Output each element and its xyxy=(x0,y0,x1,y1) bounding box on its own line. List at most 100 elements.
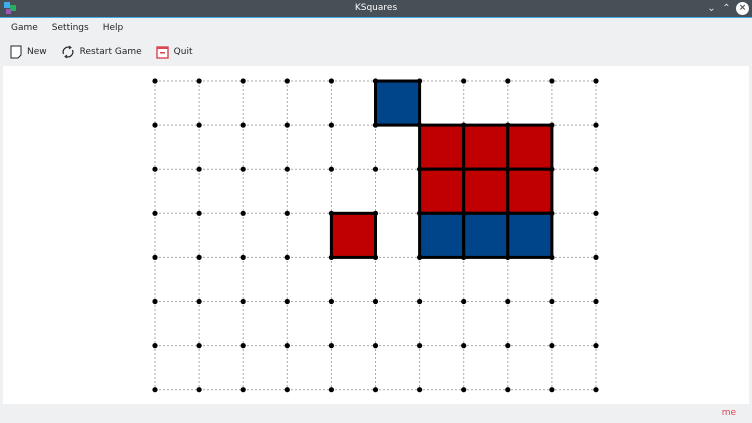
box-blue xyxy=(374,79,422,127)
restart-label: Restart Game xyxy=(79,47,142,57)
dot xyxy=(549,387,555,393)
dot xyxy=(284,78,290,84)
dot xyxy=(593,254,599,260)
dot xyxy=(593,122,599,128)
menu-game[interactable]: Game xyxy=(11,23,38,33)
dot xyxy=(372,122,379,128)
dot xyxy=(549,298,555,305)
quit-button[interactable]: Quit xyxy=(155,45,193,59)
new-button[interactable]: New xyxy=(10,45,47,59)
dot xyxy=(505,122,511,128)
dot xyxy=(549,343,555,349)
dot xyxy=(328,210,334,216)
box-red xyxy=(462,123,510,171)
dot xyxy=(461,298,467,305)
dot xyxy=(417,210,423,216)
dot xyxy=(372,298,379,305)
title-bar: KSquares ⌄ ⌃ × xyxy=(0,0,752,18)
refresh-icon xyxy=(62,45,74,59)
dot xyxy=(196,122,202,128)
dot xyxy=(505,254,511,260)
menu-bar: Game Settings Help xyxy=(0,19,130,39)
dot xyxy=(461,387,467,393)
maximize-button[interactable]: ⌃ xyxy=(722,3,731,14)
dot xyxy=(593,343,599,349)
dot xyxy=(196,210,202,216)
box-red xyxy=(462,167,510,215)
dot xyxy=(240,122,246,128)
box-blue xyxy=(462,211,510,259)
dot xyxy=(549,78,555,84)
dot xyxy=(328,343,334,349)
box-blue xyxy=(506,211,554,259)
dot xyxy=(417,387,423,393)
box-blue xyxy=(418,211,466,259)
dot xyxy=(240,166,246,172)
dot xyxy=(505,166,511,172)
dot xyxy=(152,298,158,305)
dot xyxy=(284,166,290,172)
dot xyxy=(505,387,511,393)
dot xyxy=(284,254,290,260)
dot xyxy=(417,78,423,84)
dot xyxy=(461,210,467,216)
dot xyxy=(152,166,158,172)
dot xyxy=(328,254,334,260)
current-player: me xyxy=(721,408,736,418)
dot xyxy=(372,78,379,84)
dot xyxy=(152,387,158,393)
dot xyxy=(240,210,246,216)
dot xyxy=(593,298,599,305)
dot xyxy=(196,387,202,393)
dot xyxy=(461,122,467,128)
toolbar: New Restart Game Quit xyxy=(0,40,192,64)
game-board[interactable] xyxy=(3,66,749,404)
dot xyxy=(372,166,379,172)
dot xyxy=(152,343,158,349)
dot xyxy=(417,343,423,349)
dot xyxy=(505,210,511,216)
box-red xyxy=(418,123,466,171)
box-red xyxy=(506,167,554,215)
dot xyxy=(240,387,246,393)
quit-icon xyxy=(155,45,169,59)
minimize-button[interactable]: ⌄ xyxy=(707,3,716,14)
dot xyxy=(196,78,202,84)
dot xyxy=(240,298,246,305)
new-label: New xyxy=(27,47,47,57)
dot xyxy=(593,166,599,172)
dot xyxy=(505,78,511,84)
dot xyxy=(240,254,246,260)
dot xyxy=(461,78,467,84)
dot xyxy=(152,78,158,84)
dot xyxy=(593,387,599,393)
menu-help[interactable]: Help xyxy=(102,23,124,33)
menu-settings[interactable]: Settings xyxy=(51,23,89,33)
status-bar: me xyxy=(0,405,752,421)
dot xyxy=(328,78,334,84)
dot xyxy=(417,298,423,305)
new-document-icon xyxy=(10,45,22,59)
app-icon xyxy=(4,2,16,14)
dot xyxy=(372,343,379,349)
dot xyxy=(240,78,246,84)
dot xyxy=(196,298,202,305)
box-red xyxy=(329,211,377,259)
dot xyxy=(284,122,290,128)
window-title: KSquares xyxy=(354,3,398,13)
dot xyxy=(417,122,423,128)
dot xyxy=(328,122,334,128)
quit-label: Quit xyxy=(173,47,193,57)
board-canvas[interactable] xyxy=(3,66,749,404)
dot xyxy=(372,254,379,260)
dot xyxy=(196,166,202,172)
dot xyxy=(196,254,202,260)
dot xyxy=(549,210,555,216)
dot xyxy=(505,298,511,305)
restart-game-button[interactable]: Restart Game xyxy=(61,45,142,59)
dot xyxy=(461,254,467,260)
close-button[interactable]: × xyxy=(736,2,749,15)
box-red xyxy=(506,123,554,171)
dot xyxy=(152,210,158,216)
dot xyxy=(549,166,555,172)
